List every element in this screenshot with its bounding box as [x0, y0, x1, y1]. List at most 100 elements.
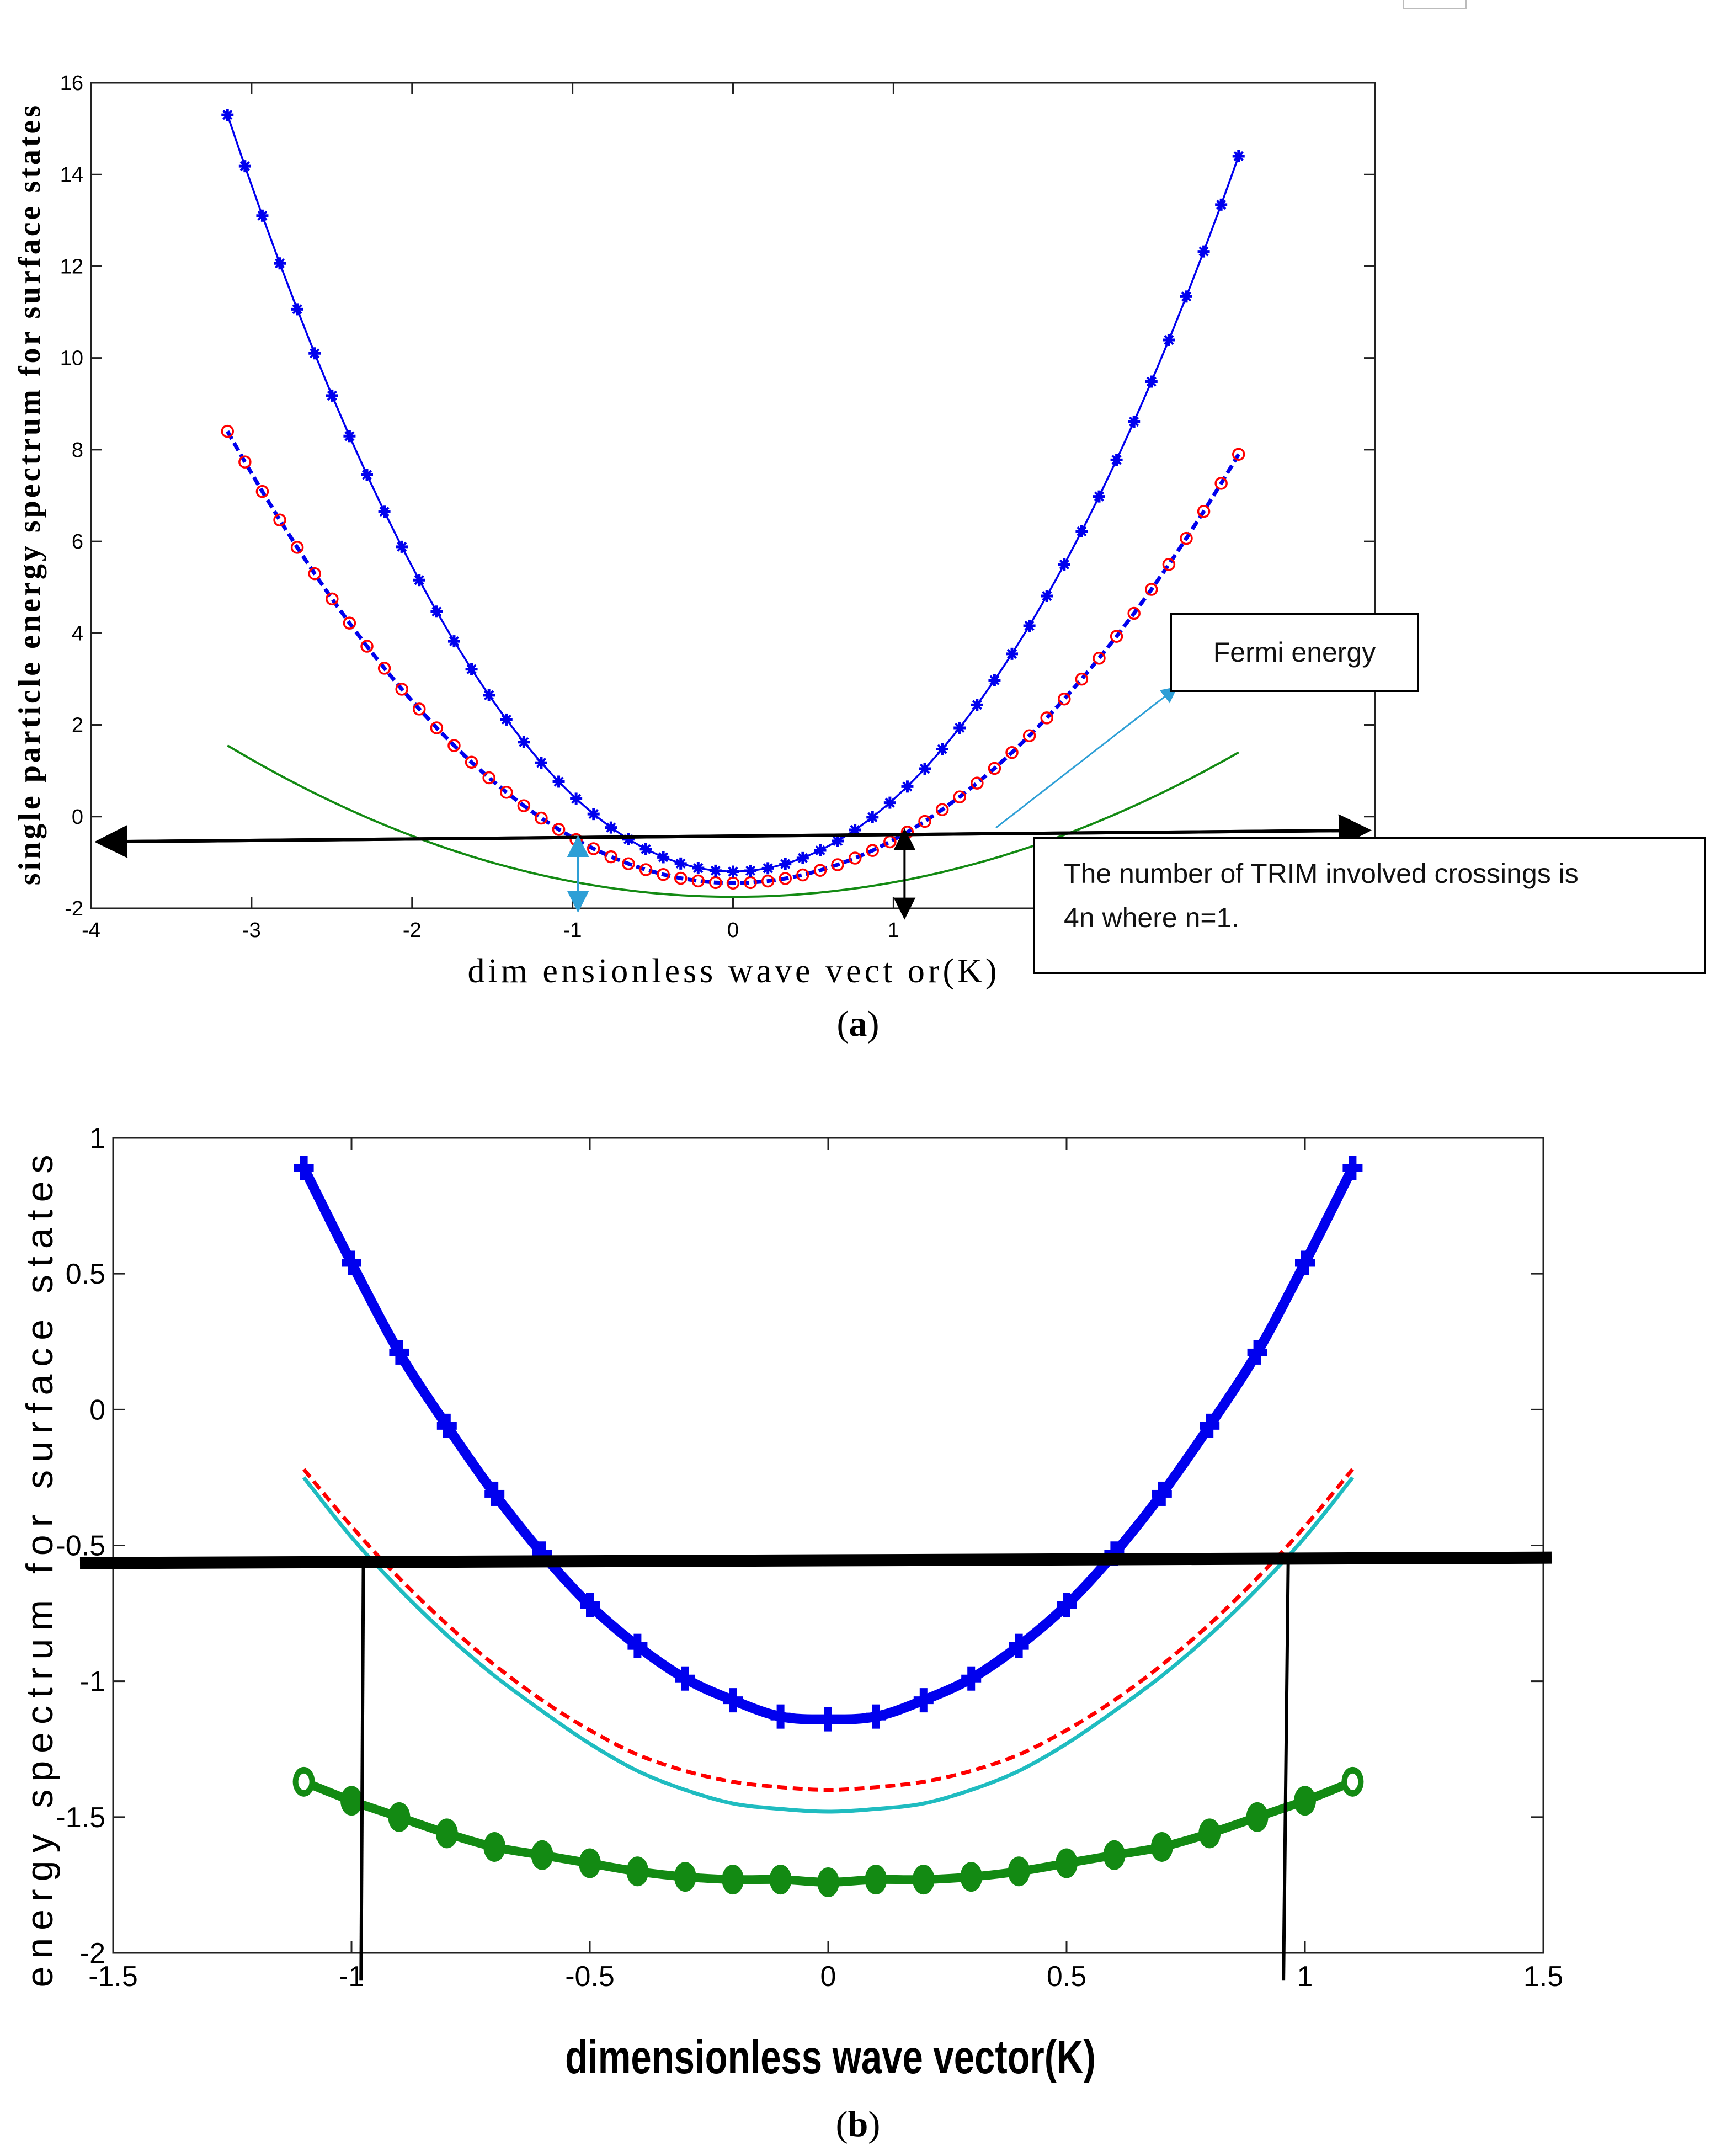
panel-a-blue-star-marker: [605, 821, 617, 834]
panel-b-green-circle-marker: [1198, 1818, 1221, 1849]
panel-b-blue-plus-marker: [484, 1481, 505, 1506]
panel-a-blue-star-marker: [988, 674, 1001, 686]
panel-a-xtick-label: -1: [563, 919, 582, 942]
panel-a-ytick-label: 2: [72, 714, 83, 737]
panel-a-blue-star-marker: [779, 858, 792, 870]
panel-b-blue-plus-marker: [770, 1704, 791, 1729]
panel-b-blue-plus-marker: [675, 1666, 695, 1691]
panel-a-red-circle-marker: [657, 867, 670, 881]
panel-b-blue-plus-marker: [436, 1413, 457, 1438]
panel-a-red-circle-marker: [622, 857, 635, 870]
panel-a-red-circle-marker: [953, 790, 966, 803]
panel-b-xlabel: dimensionless wave vector(K): [565, 2031, 1096, 2084]
panel-a-red-circle-marker: [639, 863, 653, 876]
panel-a-series: [221, 109, 1245, 898]
panel-a-ytick-label: 16: [60, 72, 83, 95]
panel-a-red-circle-marker: [343, 616, 356, 630]
panel-b-green-circle-marker: [579, 1848, 601, 1878]
panel-b-green-circle-marker: [435, 1818, 458, 1849]
panel-b-blue-plus-marker: [818, 1707, 838, 1732]
panel-b-green-circle-marker: [388, 1802, 411, 1832]
panel-a-xtick-label: -2: [403, 919, 422, 942]
panel-a-blue-star-marker: [674, 857, 687, 870]
panel-b-blue-plus-marker: [1200, 1413, 1220, 1438]
corner-box: [1403, 0, 1467, 9]
panel-a-axes: -4 -3 -2 -1 0 1 -2 0 2 4 6 8 10 12 14 16: [60, 72, 1375, 942]
fermi-energy-text: Fermi energy: [1213, 637, 1376, 668]
panel-a-blue-star-marker: [326, 389, 338, 402]
panel-b-blue-plus-marker: [1152, 1481, 1172, 1506]
panel-a-blue-star-marker: [709, 864, 722, 877]
panel-b-crossing-line: [1282, 1559, 1290, 1981]
panel-a-red-circle-marker: [1110, 630, 1123, 643]
panel-a-ytick-label: -2: [65, 897, 83, 920]
panel-a-blue-star-marker: [291, 303, 303, 316]
panel-a-red-circle-marker: [674, 871, 688, 885]
panel-a-red-circle-marker: [796, 868, 809, 882]
panel-b-xtick-label: -1.5: [88, 1961, 138, 1993]
panel-a-fermi-line-left-arrow: [94, 825, 1369, 859]
panel-a-red-circle-marker: [482, 771, 495, 785]
panel-b-annotations: [79, 1551, 1552, 1981]
panel-a-red-circle-marker: [290, 541, 304, 554]
panel-a-ytick-label: 14: [60, 163, 83, 187]
panel-a-red-circle-marker: [395, 683, 408, 696]
panel-a-blue-star-marker: [849, 823, 861, 836]
panel-a-red-circle-marker: [1162, 558, 1176, 571]
panel-b-xtick-label: 1.5: [1523, 1961, 1563, 1993]
panel-b-green-circle-marker: [1103, 1840, 1126, 1870]
panel-b-blue-plus-marker: [1247, 1340, 1267, 1365]
panel-a-blue-star-marker: [1110, 454, 1123, 466]
panel-b-blue-curve: [299, 1163, 1358, 1724]
trim-note-line1: The number of TRIM involved crossings is: [1064, 858, 1579, 889]
fermi-energy-label-box: Fermi energy: [1170, 613, 1419, 692]
panel-a-red-circle-marker: [1058, 692, 1071, 706]
panel-a-blue-star-marker: [953, 721, 966, 734]
panel-a-blue-star-marker: [1058, 558, 1070, 571]
panel-b-blue-plus-marker: [1295, 1250, 1315, 1275]
panel-a-red-circle-marker: [1232, 448, 1245, 461]
panel-a-red-circle-marker: [831, 858, 844, 871]
panel-a-red-circle-marker: [308, 567, 321, 581]
panel-a-red-circle-marker: [918, 815, 931, 828]
panel-a-plot-frame: [90, 82, 1376, 909]
panel-a-red-circle-marker: [238, 455, 252, 469]
panel-a-blue-star-marker: [883, 796, 896, 809]
panel-a-blue-star-marker: [552, 775, 565, 788]
panel-a-blue-star-marker: [622, 833, 635, 845]
panel-b-chart: -1.5 -1 -0.5 0 0.5 1 1.5-2-1.5-1-0.500.51 ener…: [19, 1122, 1563, 2084]
panel-a-ytick-label: 8: [72, 439, 83, 462]
panel-a-blue-star-marker: [901, 780, 914, 793]
panel-b-green-circle-marker: [674, 1862, 696, 1892]
panel-a-blue-star-marker: [814, 844, 827, 856]
panel-a-red-circle-marker: [377, 662, 391, 675]
panel-a-blue-star-marker: [1006, 647, 1019, 660]
panel-a-blue-star-marker: [919, 762, 931, 775]
panel-a-blue-star-marker: [308, 347, 321, 360]
panel-a-blue-star-marker: [971, 699, 983, 711]
panel-a-blue-star-marker: [761, 862, 774, 875]
panel-a-blue-star-marker: [1215, 198, 1228, 211]
panel-b-xtick-label: 0: [820, 1961, 836, 1993]
panel-a-blue-star-marker: [221, 109, 234, 121]
panel-a-blue-star-marker: [570, 792, 583, 805]
panel-b-cyan-curve: [302, 1476, 1355, 1814]
panel-a-blue-star-marker: [727, 865, 739, 878]
panel-a-red-circle-marker: [709, 876, 722, 890]
panel-a-blue-star-marker: [413, 574, 425, 587]
panel-a-blue-star-marker: [518, 736, 530, 748]
panel-b-ylabel: energy spectrum for surface states: [19, 1147, 61, 1988]
panel-b-green-circle-marker: [769, 1865, 792, 1895]
panel-b-green-circle-marker: [1246, 1802, 1269, 1832]
panel-a-blue-star-marker: [1180, 290, 1192, 303]
panel-b-green-circle-marker: [340, 1786, 363, 1816]
panel-a-blue-star-marker: [657, 851, 670, 864]
panel-b-ytick-label: -1: [80, 1666, 105, 1698]
trim-note-line2: 4n where n=1.: [1064, 902, 1240, 933]
panel-a-red-circle-marker: [1197, 504, 1211, 518]
panel-a-red-circle-marker: [813, 864, 827, 877]
panel-b-blue-plus-marker: [1342, 1156, 1363, 1180]
panel-a-blue-star-marker: [639, 843, 652, 855]
panel-a-blue-star-marker: [343, 430, 356, 443]
trim-crossings-note-box: The number of TRIM involved crossings is…: [1033, 837, 1706, 974]
